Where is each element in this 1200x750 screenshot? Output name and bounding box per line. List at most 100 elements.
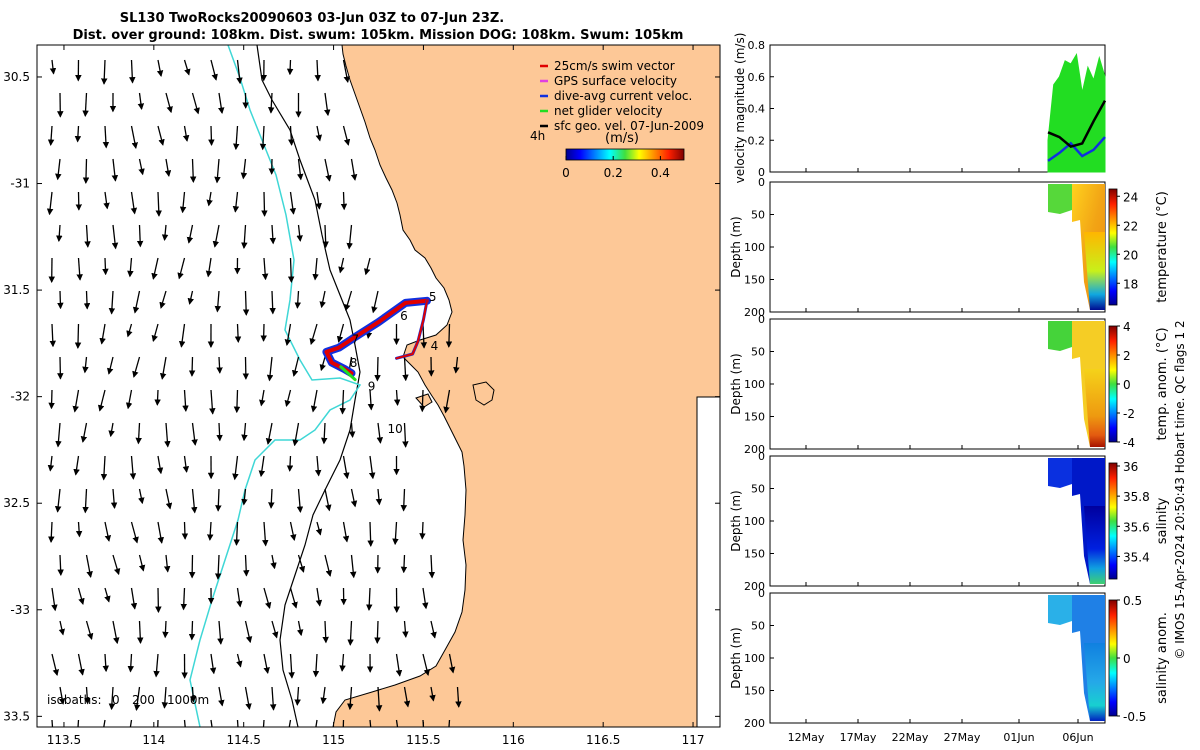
velocity-arrow — [320, 686, 327, 705]
section-colorbar-tick-label: 35.4 — [1123, 550, 1150, 564]
day-label: 7 — [352, 332, 360, 346]
velocity-arrow — [315, 125, 323, 142]
velocity-arrow — [342, 125, 351, 146]
velocity-arrow — [76, 257, 83, 281]
velocity-arrow — [58, 686, 66, 705]
colorbar-tick-label: 0 — [562, 166, 570, 180]
day-label: 5 — [429, 290, 437, 304]
velocity-arrow — [374, 620, 381, 644]
map-x-tick-label: 114 — [142, 733, 165, 747]
section-colorbar-tick-label: -4 — [1123, 436, 1135, 450]
section-data-deep — [1084, 369, 1105, 447]
velocity-arrow — [156, 455, 164, 475]
section-data-shallow — [1048, 458, 1072, 488]
day-label: 6 — [400, 309, 408, 323]
velocity-arrow — [129, 719, 133, 727]
depth-axis-label: Depth (m) — [729, 627, 743, 688]
velocity-arrow — [324, 554, 333, 577]
velocity-arrow — [233, 521, 240, 546]
velocity-arrow — [138, 158, 145, 176]
velocity-arrow — [368, 455, 376, 480]
section-colorbar-tick-label: 4 — [1123, 320, 1131, 334]
velocity-arrow — [269, 224, 277, 245]
velocity-arrow — [232, 455, 239, 481]
depth-tick-label: 100 — [744, 652, 765, 665]
time-tick-label: 06Jun — [1062, 731, 1093, 744]
section-colorbar-tick-label: 24 — [1123, 190, 1138, 204]
velocity-arrow — [261, 191, 268, 217]
velocity-arrow — [236, 59, 243, 85]
velocity-arrow — [75, 521, 83, 538]
velocity-arrow — [51, 719, 54, 727]
velocity-arrow — [288, 125, 295, 146]
section-data-deep — [1084, 643, 1105, 721]
velocity-arrow — [342, 719, 345, 727]
velocity-arrow — [73, 455, 80, 476]
velocity-arrow — [102, 257, 109, 276]
velocity-arrow — [270, 554, 277, 570]
velocity-arrow — [130, 521, 139, 544]
velocity-arrow — [242, 290, 250, 316]
velocity-arrow — [347, 620, 354, 646]
time-tick-label: 22May — [892, 731, 929, 744]
velocity-arrow — [112, 554, 121, 576]
velocity-arrow — [314, 455, 322, 477]
velocity-arrow — [214, 158, 221, 184]
velocity-arrow — [375, 686, 383, 712]
velocity-arrow — [187, 290, 194, 305]
colorbar-gradient — [565, 148, 685, 161]
velocity-arrow — [244, 686, 252, 711]
velocity-arrow — [108, 686, 116, 711]
velocity-arrow — [314, 59, 321, 82]
velocity-arrow — [82, 488, 89, 514]
velocity-arrow — [135, 422, 142, 445]
depth-tick-label: 100 — [744, 515, 765, 528]
velocity-arrow — [180, 587, 188, 611]
title-line-1: SL130 TwoRocks20090603 03-Jun 03Z to 07-… — [120, 11, 505, 26]
velocity-arrow — [216, 422, 223, 442]
velocity-arrow — [138, 554, 146, 572]
velocity-arrow — [324, 92, 331, 117]
velocity-arrow — [55, 422, 62, 448]
velocity-arrow — [101, 59, 108, 85]
velocity-arrow — [130, 125, 138, 150]
isobath-label-0: 0 — [112, 693, 120, 707]
velocity-arrow — [83, 290, 91, 310]
velocity-arrow — [344, 290, 353, 312]
velocity-arrow — [350, 158, 358, 181]
velocity-arrow — [186, 224, 194, 244]
colorbar-unit-label: (m/s) — [605, 131, 639, 146]
velocity-arrow — [234, 323, 242, 343]
velocity-arrow — [205, 257, 213, 278]
velocity-arrow — [263, 653, 270, 674]
velocity-arrow — [157, 719, 159, 727]
velocity-arrow — [374, 356, 381, 382]
depth-tick-label: 150 — [744, 685, 765, 698]
velocity-arrow — [315, 587, 323, 607]
velocity-arrow — [324, 158, 332, 182]
map-x-tick-label: 116 — [502, 733, 525, 747]
velocity-arrow — [164, 158, 172, 177]
section-colorbar-tick-label: 22 — [1123, 219, 1138, 233]
velocity-arrow — [271, 620, 279, 639]
velocity-arrow — [265, 422, 273, 445]
velocity-arrow — [422, 587, 429, 610]
velocity-arrow — [103, 191, 110, 210]
velocity-arrow — [129, 59, 136, 84]
map-y-tick-label: 32.5 — [3, 496, 30, 510]
velocity-arrow — [49, 323, 56, 348]
colorbar-tick-label: 0.4 — [651, 166, 670, 180]
depth-tick-label: 50 — [751, 620, 765, 633]
section-colorbar-tick-label: 0.5 — [1123, 594, 1142, 608]
velocity-arrow — [165, 92, 173, 114]
sfc-geo-velocity-series — [1047, 99, 1107, 148]
velocity-arrow — [47, 125, 55, 147]
section-panel: 0 50 100 150 200 Depth (m) 4 2 0 -2 -4 temp. anom. … — [729, 313, 1170, 456]
velocity-panel: 0 0.2 0.4 0.6 0.8 — [748, 39, 1107, 179]
velocity-arrow — [336, 323, 345, 343]
velocity-arrow — [286, 455, 294, 472]
island — [472, 381, 495, 406]
velocity-arrow — [137, 92, 145, 110]
velocity-arrow — [136, 224, 144, 248]
section-colorbar-label: salinity — [1155, 497, 1170, 544]
